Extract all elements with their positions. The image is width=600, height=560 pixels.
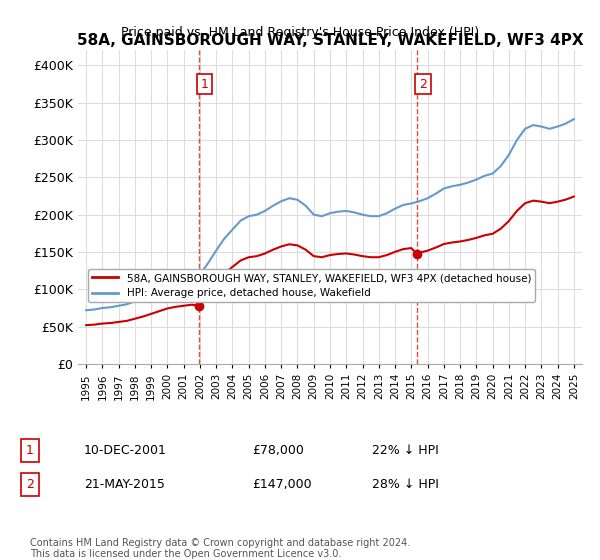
Text: 28% ↓ HPI: 28% ↓ HPI	[372, 478, 439, 491]
Text: £147,000: £147,000	[252, 478, 311, 491]
Text: £78,000: £78,000	[252, 444, 304, 458]
Text: 2: 2	[419, 78, 427, 91]
Legend: 58A, GAINSBOROUGH WAY, STANLEY, WAKEFIELD, WF3 4PX (detached house), HPI: Averag: 58A, GAINSBOROUGH WAY, STANLEY, WAKEFIEL…	[88, 269, 535, 302]
Text: 1: 1	[26, 444, 34, 458]
Text: 10-DEC-2001: 10-DEC-2001	[84, 444, 167, 458]
Text: 2: 2	[26, 478, 34, 491]
Text: 1: 1	[200, 78, 208, 91]
Text: Contains HM Land Registry data © Crown copyright and database right 2024.
This d: Contains HM Land Registry data © Crown c…	[30, 538, 410, 559]
Text: 22% ↓ HPI: 22% ↓ HPI	[372, 444, 439, 458]
Text: Price paid vs. HM Land Registry's House Price Index (HPI): Price paid vs. HM Land Registry's House …	[121, 26, 479, 39]
Title: 58A, GAINSBOROUGH WAY, STANLEY, WAKEFIELD, WF3 4PX: 58A, GAINSBOROUGH WAY, STANLEY, WAKEFIEL…	[77, 33, 583, 48]
Text: 21-MAY-2015: 21-MAY-2015	[84, 478, 165, 491]
